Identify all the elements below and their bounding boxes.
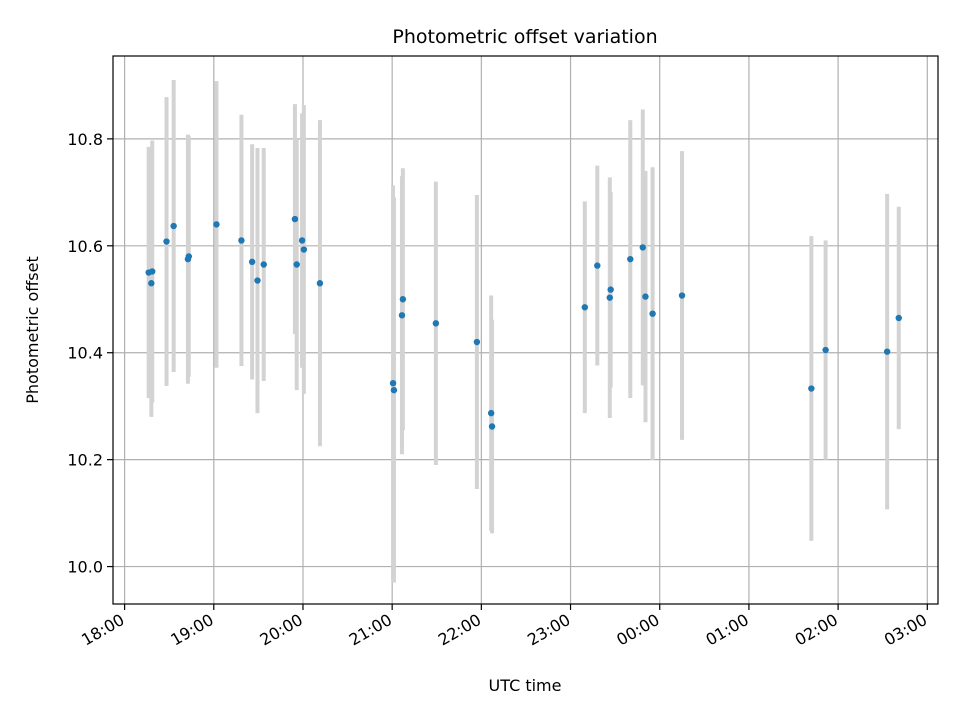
grid	[113, 56, 938, 604]
data-point	[185, 253, 193, 260]
data-point	[170, 222, 177, 230]
data-point	[883, 348, 891, 355]
data-point	[248, 258, 256, 266]
data-point	[300, 246, 308, 253]
plot-frame	[112, 55, 939, 605]
data-point	[488, 423, 496, 430]
data-point	[639, 244, 646, 251]
data-point	[594, 262, 601, 269]
y-tick-label: 10.2	[67, 451, 103, 470]
data-point	[260, 261, 267, 268]
data-point	[606, 294, 613, 301]
data-point	[822, 346, 829, 354]
x-axis-label: UTC time	[489, 676, 562, 695]
y-tick-label: 10.6	[67, 237, 103, 256]
data-point	[254, 277, 261, 284]
data-point	[642, 293, 649, 300]
data-point	[399, 296, 407, 303]
data-point	[316, 280, 324, 287]
data-point	[389, 379, 397, 387]
y-tick-label: 10.4	[67, 344, 103, 363]
data-point	[607, 286, 614, 293]
data-point	[148, 280, 155, 287]
data-point	[398, 312, 406, 319]
data-point	[627, 255, 634, 263]
data-point	[238, 237, 245, 244]
data-point	[213, 221, 220, 228]
y-axis-label: Photometric offset	[23, 256, 42, 404]
y-tick-label: 10.0	[67, 558, 103, 577]
data-point	[581, 304, 589, 311]
data-points	[145, 215, 902, 430]
data-point	[678, 292, 686, 299]
data-point	[432, 320, 440, 327]
data-point	[390, 386, 398, 394]
data-point	[298, 237, 306, 244]
data-point	[291, 215, 299, 223]
y-axis-ticks: 10.0 10.2 10.4 10.6 10.8	[67, 130, 113, 577]
y-tick-label: 10.8	[67, 130, 103, 149]
data-point	[808, 385, 815, 392]
data-point	[649, 310, 656, 317]
data-point	[487, 409, 495, 417]
data-point	[293, 261, 300, 268]
chart-title: Photometric offset variation	[392, 26, 657, 48]
data-point	[149, 268, 156, 275]
data-point	[473, 338, 481, 346]
data-point	[895, 314, 902, 322]
data-point	[163, 238, 170, 245]
